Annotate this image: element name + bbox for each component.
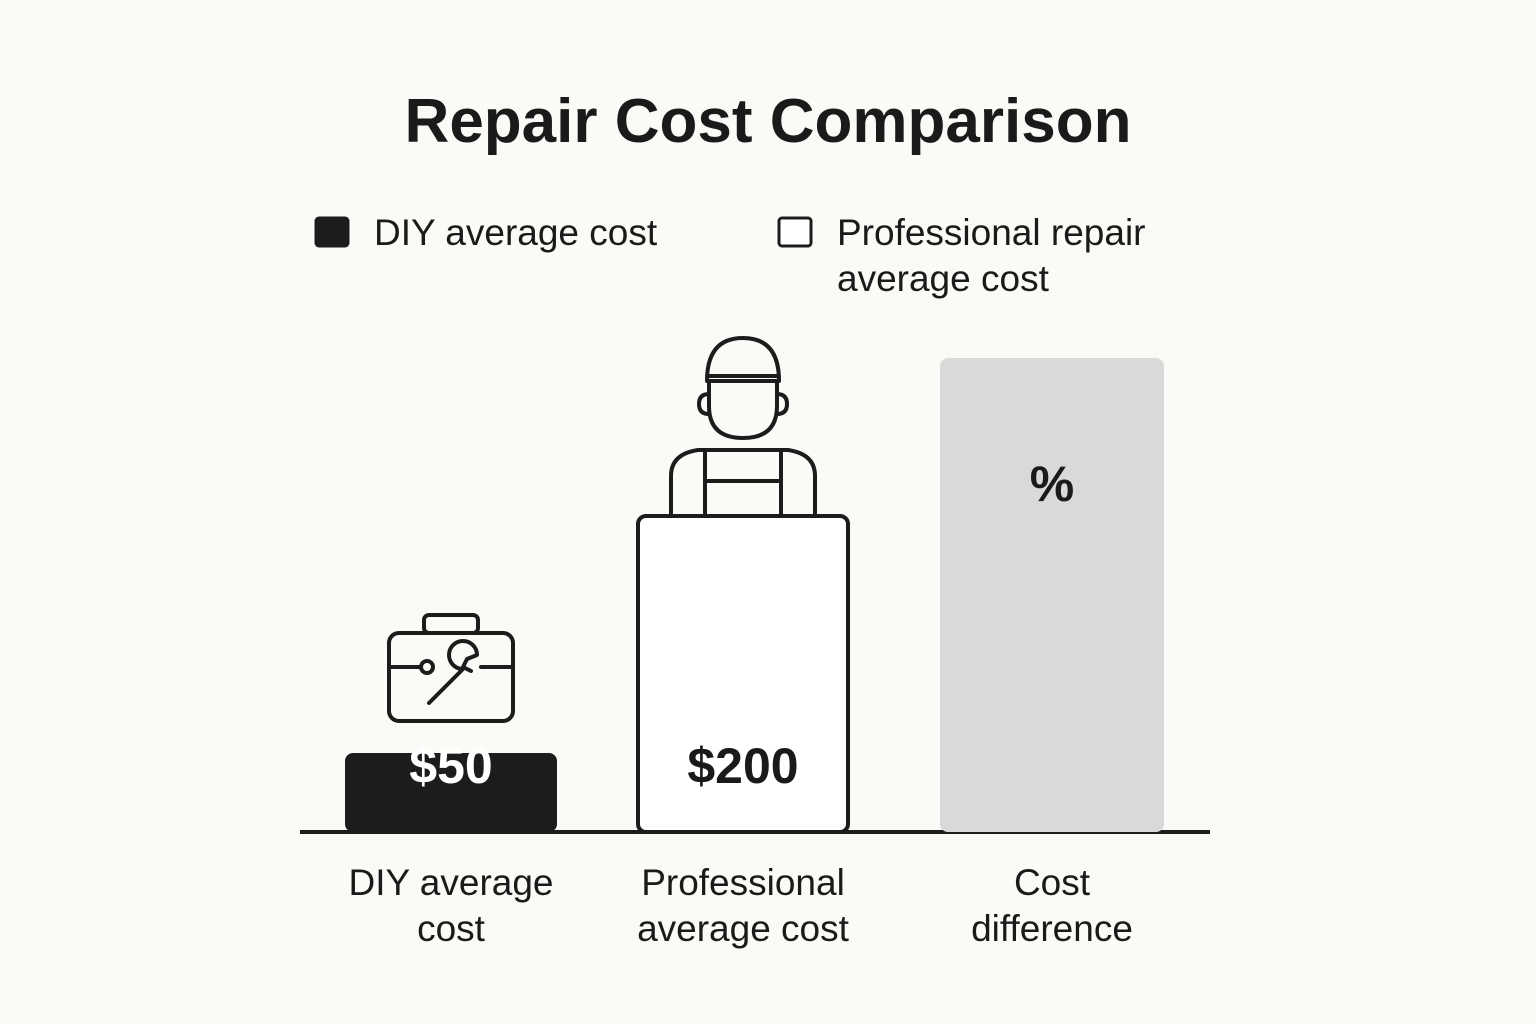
- worker-head: [707, 379, 779, 440]
- value-label: $50: [409, 738, 492, 794]
- wrench: [427, 639, 479, 705]
- bar: [345, 753, 557, 832]
- worker-icon: [669, 336, 817, 518]
- legend-label: Professional repair average cost: [837, 212, 1146, 299]
- toolbox-icon: [387, 613, 515, 723]
- legend-swatch: [777, 216, 813, 248]
- legend-swatch: [314, 216, 350, 248]
- x-tick-label: Cost difference: [971, 862, 1133, 949]
- worker-cap: [705, 336, 781, 383]
- worker-overalls: [703, 450, 783, 518]
- x-tick-label: Professional average cost: [637, 862, 849, 949]
- value-label: $200: [687, 738, 798, 794]
- bar: [940, 358, 1164, 832]
- legend-label: DIY average cost: [374, 212, 658, 253]
- worker-shoulders: [669, 448, 817, 518]
- value-label: %: [1030, 456, 1074, 512]
- x-tick-label: DIY average cost: [348, 862, 554, 949]
- toolbox-latch: [419, 659, 435, 675]
- bar: [636, 514, 850, 834]
- toolbox-handle: [422, 613, 480, 635]
- worker-ears: [697, 392, 789, 416]
- chart-title: Repair Cost Comparison: [404, 87, 1132, 156]
